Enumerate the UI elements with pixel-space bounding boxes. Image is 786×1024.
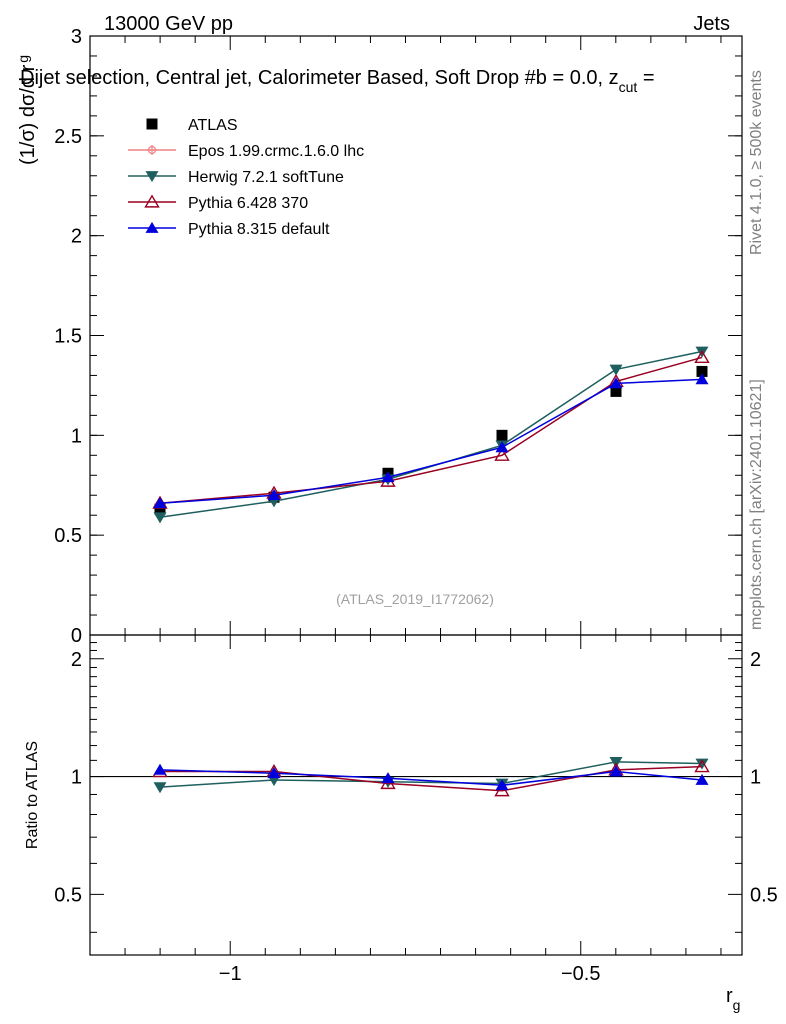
point-pythia-6-428-370 (694, 349, 710, 364)
main-y-tick-label: 2 (71, 226, 82, 248)
plot-title-text: Dijet selection, Central jet, Calorimete… (20, 67, 619, 89)
plot-title-suffix: = (637, 67, 654, 89)
line-pythia-6-428-370 (159, 356, 703, 504)
point-herwig-7-2-1-softtune (153, 512, 167, 524)
point-pythia-8-315-default (609, 377, 623, 389)
ratio-y-axis-label: Ratio to ATLAS (24, 741, 41, 849)
legend-label-pythia-8-315-default: Pythia 8.315 default (188, 221, 330, 238)
legend-marker-pythia-8-315-default (145, 221, 159, 233)
mcplots-label: mcplots.cern.ch [arXiv:2401.10621] (748, 379, 765, 630)
ratio-y-tick-label-right: 1 (750, 767, 761, 789)
plot-title: Dijet selection, Central jet, Calorimete… (20, 67, 655, 95)
rivet-version-label: Rivet 4.1.0, ≥ 500k events (748, 70, 765, 255)
ratio-point-pythia-8-315-default (153, 763, 167, 775)
x-tick-label: −1 (219, 963, 242, 985)
point-atlas (696, 365, 708, 377)
x-axis-label-subscript: g (733, 997, 741, 1013)
ratio-y-tick-label: 1 (71, 767, 82, 789)
legend-marker-atlas (146, 118, 158, 130)
legend-label-herwig-7-2-1-softtune: Herwig 7.2.1 softTune (188, 169, 344, 186)
point-pythia-8-315-default (267, 489, 281, 501)
process-label: Jets (693, 13, 730, 35)
legend-label-epos-1-99-crmc-1-6-0-lhc: Epos 1.99.crmc.1.6.0 lhc (188, 143, 364, 160)
legend-marker-pythia-6-428-370 (144, 194, 160, 208)
ratio-point-pythia-8-315-default (695, 773, 709, 785)
point-herwig-7-2-1-softtune (609, 364, 623, 376)
main-y-tick-label: 3 (71, 26, 82, 48)
ratio-y-tick-label-right: 2 (750, 649, 761, 671)
ratio-line-pythia-8-315-default (159, 769, 703, 787)
ratio-point-pythia-6-428-370 (694, 759, 710, 773)
point-pythia-8-315-default (495, 441, 509, 453)
point-atlas (610, 385, 622, 397)
analysis-watermark: (ATLAS_2019_I1772062) (336, 591, 494, 607)
main-series-group (152, 346, 710, 524)
ratio-point-herwig-7-2-1-softtune (695, 758, 709, 770)
main-y-tick-label: 1.5 (54, 326, 82, 348)
ratio-series-group (152, 757, 710, 797)
x-tick-label: −0.5 (561, 963, 600, 985)
ratio-point-herwig-7-2-1-softtune (153, 782, 167, 794)
main-y-axis-label-text: (1/σ) dσ/d r (17, 64, 39, 165)
ratio-point-pythia-8-315-default (495, 779, 509, 791)
ratio-point-pythia-8-315-default (381, 772, 395, 784)
legend-label-atlas: ATLAS (188, 117, 238, 134)
x-axis-label-text: r (726, 985, 733, 1007)
main-y-tick-label: 1 (71, 425, 82, 447)
ratio-y-tick-label: 2 (71, 649, 82, 671)
point-pythia-8-315-default (153, 497, 167, 509)
point-pythia-8-315-default (381, 471, 395, 483)
main-y-tick-label: 2.5 (54, 126, 82, 148)
line-pythia-8-315-default (159, 378, 703, 504)
ratio-line-pythia-6-428-370 (160, 765, 703, 792)
point-pythia-8-315-default (695, 373, 709, 385)
ratio-point-pythia-8-315-default (609, 765, 623, 777)
x-axis-label: rg (726, 985, 740, 1013)
main-y-axis-label: (1/σ) dσ/d rg (15, 55, 39, 165)
plot-title-subscript: cut (619, 79, 638, 95)
main-y-tick-label: 0 (71, 625, 82, 647)
ratio-line-herwig-7-2-1-softtune (159, 761, 703, 788)
legend-marker-herwig-7-2-1-softtune (145, 171, 159, 183)
energy-label: 13000 GeV pp (104, 13, 233, 35)
ratio-plot-frame (89, 634, 743, 956)
ratio-point-pythia-8-315-default (267, 767, 281, 779)
ratio-y-tick-label-right: 0.5 (750, 884, 778, 906)
point-pythia-6-428-370 (494, 447, 510, 461)
legend-label-pythia-6-428-370: Pythia 6.428 370 (188, 195, 308, 212)
ratio-axis-ticks: 0.5 0.5 1 1 2 2 −1 −0.5 (54, 635, 778, 985)
legend: ATLAS Epos 1.99.crmc.1.6.0 lhc Herwig 7.2.… (128, 117, 364, 238)
main-y-axis-label-subscript: g (15, 55, 31, 63)
ratio-y-tick-label: 0.5 (54, 884, 82, 906)
legend-marker-epos-1-99-crmc-1-6-0-lhc (147, 145, 157, 155)
point-atlas (154, 503, 166, 515)
point-atlas (496, 429, 508, 441)
line-herwig-7-2-1-softtune (159, 350, 703, 518)
main-y-tick-label: 0.5 (54, 525, 82, 547)
